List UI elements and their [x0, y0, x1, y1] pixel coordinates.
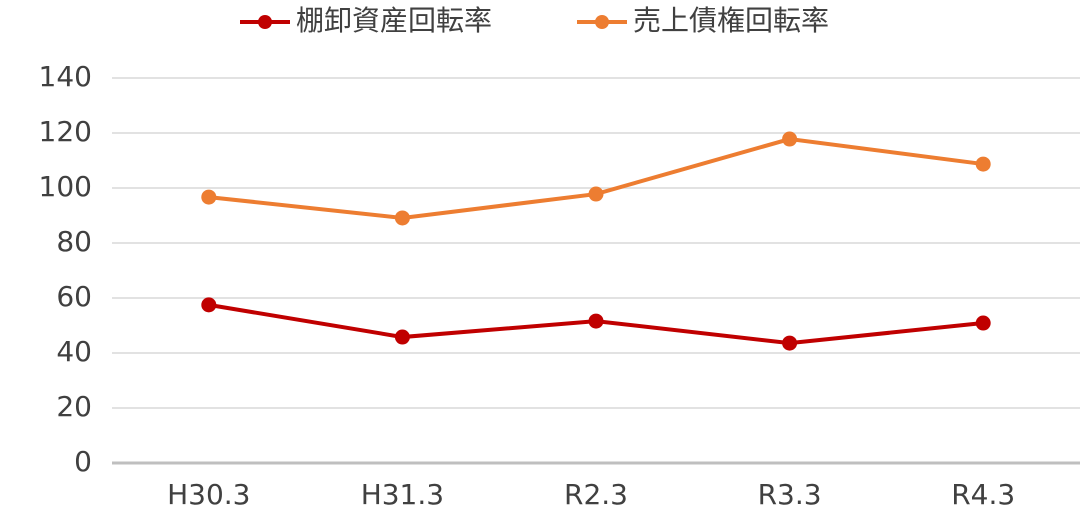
x-tick-label: R4.3 [951, 478, 1015, 511]
y-tick-label: 40 [56, 335, 92, 368]
legend-marker [258, 15, 272, 29]
series-line [208, 137, 984, 220]
legend-label: 売上債権回転率 [633, 4, 829, 37]
data-point [588, 186, 604, 202]
data-point [394, 329, 410, 345]
data-point [782, 335, 798, 351]
y-tick-label: 80 [56, 225, 92, 258]
legend-label: 棚卸資産回転率 [296, 4, 492, 37]
x-tick-label: R2.3 [564, 478, 628, 511]
y-tick-label: 0 [74, 445, 92, 478]
y-tick-label: 20 [56, 390, 92, 423]
legend-marker [595, 15, 609, 29]
y-tick-label: 60 [56, 280, 92, 313]
data-point [394, 210, 410, 226]
data-point [201, 189, 217, 205]
data-point [588, 313, 604, 329]
x-tick-label: H31.3 [361, 478, 444, 511]
y-tick-label: 100 [39, 170, 92, 203]
y-tick-label: 120 [39, 115, 92, 148]
data-point [975, 315, 991, 331]
data-point [201, 297, 217, 313]
data-point [782, 131, 798, 147]
y-tick-label: 140 [39, 60, 92, 93]
x-tick-label: H30.3 [167, 478, 250, 511]
x-tick-label: R3.3 [758, 478, 822, 511]
data-point [975, 156, 991, 172]
